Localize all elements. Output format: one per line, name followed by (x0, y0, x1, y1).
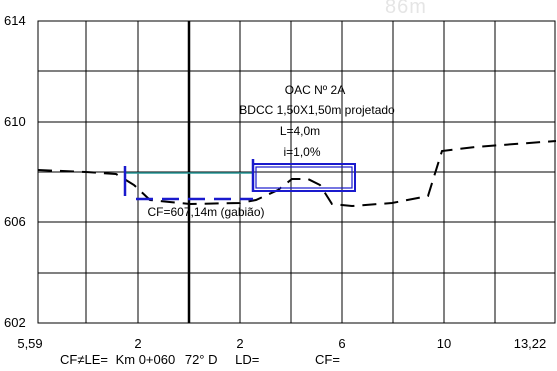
y-tick-label: 614 (4, 13, 26, 28)
cf-label: CF=607,14m (gabião) (147, 205, 265, 219)
structure-spec: BDCC 1,50X1,50m projetado (239, 103, 395, 117)
x-tick-label: 2 (134, 336, 142, 351)
watermark: 86m (385, 0, 427, 18)
footer-cf-le: CF≠LE= (60, 352, 108, 367)
terrain-profile (37, 140, 557, 208)
y-tick-label: 606 (4, 214, 26, 229)
footer-angle: 72° D (184, 352, 218, 367)
y-tick-label: 610 (4, 114, 26, 129)
x-tick-label: 2 (236, 336, 244, 351)
grid (37, 20, 556, 324)
y-tick-label: 602 (4, 315, 26, 330)
footer-km: Km 0+060 (115, 352, 176, 367)
culvert-box-inner (255, 166, 353, 189)
x-tick-label: 13,22 (513, 336, 547, 351)
structure-title: OAC Nº 2A (284, 83, 346, 97)
x-tick-label: 6 (338, 336, 346, 351)
footer-ld: LD= (235, 352, 260, 367)
culvert-structure (123, 159, 356, 201)
culvert-box (252, 163, 356, 192)
structure-slope: i=1,0% (283, 145, 321, 159)
footer-info: CF≠LE= Km 0+060 72° D LD= CF= (60, 352, 340, 367)
structure-length: L=4,0m (279, 124, 321, 138)
x-tick-label: 10 (436, 336, 452, 351)
x-tick-label: 5,59 (17, 336, 43, 351)
footer-cf: CF= (314, 352, 340, 367)
